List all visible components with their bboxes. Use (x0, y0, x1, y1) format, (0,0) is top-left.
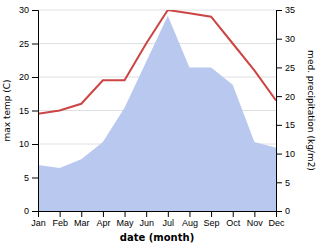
tick-label: 15 (19, 106, 29, 116)
tick: 20 (19, 72, 38, 82)
tick-label: Apr (96, 218, 110, 228)
tick-mark (276, 182, 282, 183)
tick: 30 (19, 5, 38, 15)
tick-label: Aug (182, 218, 198, 228)
area (38, 16, 276, 211)
tick-mark (211, 211, 212, 217)
tick-mark (276, 211, 282, 212)
tick-mark (189, 211, 190, 217)
tick-label: 10 (285, 149, 295, 159)
tick-label: 20 (19, 72, 29, 82)
x-axis: Jan Feb Mar Apr May Jun Jul Aug Sep Oct Nov Dec (31, 211, 285, 228)
plot: JanFebMarAprMayJunJulAugSepOctNovDec0510… (19, 5, 295, 228)
tick-label: 20 (285, 92, 295, 102)
tick-mark (32, 111, 38, 112)
tick-label: May (117, 218, 135, 228)
axis-line (39, 212, 277, 218)
tick: 0 (276, 206, 290, 216)
tick-label: Jan (31, 218, 46, 228)
tick-mark (32, 44, 38, 45)
tick: Apr (96, 211, 110, 228)
tick-mark (32, 77, 38, 78)
tick: May (117, 211, 135, 228)
tick-label: 25 (19, 39, 29, 49)
tick: 10 (276, 149, 295, 159)
tick-label: 5 (285, 178, 290, 188)
tick-mark (276, 39, 282, 40)
tick-label: 30 (285, 34, 295, 44)
y2-axis-title: med. precipitation (kg/m2) (306, 50, 316, 171)
tick: 10 (19, 139, 38, 149)
tick-label: 5 (24, 173, 29, 183)
tick-mark (276, 10, 282, 11)
tick: 25 (19, 39, 38, 49)
tick: 5 (24, 173, 38, 183)
tick-label: 0 (24, 206, 29, 216)
tick: Feb (52, 211, 68, 228)
tick-mark (32, 10, 38, 11)
marks (38, 10, 276, 211)
axis-line (277, 11, 283, 212)
y2-axis: 0 5 10 15 20 25 30 35 (276, 5, 295, 216)
tick: Nov (247, 211, 264, 228)
tick-label: Oct (226, 218, 241, 228)
tick-mark (146, 211, 147, 217)
tick: Oct (226, 211, 241, 228)
axis-line (32, 11, 39, 212)
tick-label: Nov (247, 218, 264, 228)
tick-label: 0 (285, 206, 290, 216)
tick: Aug (182, 211, 198, 228)
tick-label: 15 (285, 120, 295, 130)
tick-mark (276, 67, 282, 68)
tick: 25 (276, 63, 295, 73)
tick-label: 10 (19, 139, 29, 149)
tick-mark (81, 211, 82, 217)
tick: 5 (276, 178, 290, 188)
chart: JanFebMarAprMayJunJulAugSepOctNovDec0510… (0, 0, 318, 247)
tick-mark (276, 154, 282, 155)
tick-mark (168, 211, 169, 217)
tick: Dec (268, 211, 285, 228)
tick-mark (32, 144, 38, 145)
grid (38, 10, 276, 211)
y-axis-title: max temp (C) (2, 79, 12, 141)
tick-mark (233, 211, 234, 217)
tick-mark (276, 125, 282, 126)
tick: 15 (19, 106, 38, 116)
tick-mark (276, 96, 282, 97)
tick: Mar (74, 211, 90, 228)
tick-mark (60, 211, 61, 217)
tick: Sep (204, 211, 220, 228)
tick-label: Jul (163, 218, 175, 228)
tick-label: Feb (52, 218, 68, 228)
y-axis: 0 5 10 15 20 25 30 (19, 5, 39, 216)
tick: 0 (24, 206, 38, 216)
tick: Jan (31, 211, 46, 228)
tick: 30 (276, 34, 295, 44)
tick-mark (32, 211, 38, 212)
tick-label: Jun (139, 218, 154, 228)
tick-mark (103, 211, 104, 217)
tick: Jun (139, 211, 154, 228)
tick-label: Mar (74, 218, 90, 228)
tick-label: 35 (285, 5, 295, 15)
tick-label: 30 (19, 5, 29, 15)
tick: 20 (276, 92, 295, 102)
tick-mark (32, 178, 38, 179)
tick-label: Sep (204, 218, 220, 228)
tick: 35 (276, 5, 295, 15)
x-axis-title: date (month) (120, 232, 194, 243)
tick-label: Dec (268, 218, 285, 228)
grid-line (38, 10, 276, 11)
tick-label: 25 (285, 63, 295, 73)
tick-mark (254, 211, 255, 217)
tick: 15 (276, 120, 295, 130)
tick: Jul (163, 211, 175, 228)
tick-mark (125, 211, 126, 217)
line (38, 10, 276, 114)
